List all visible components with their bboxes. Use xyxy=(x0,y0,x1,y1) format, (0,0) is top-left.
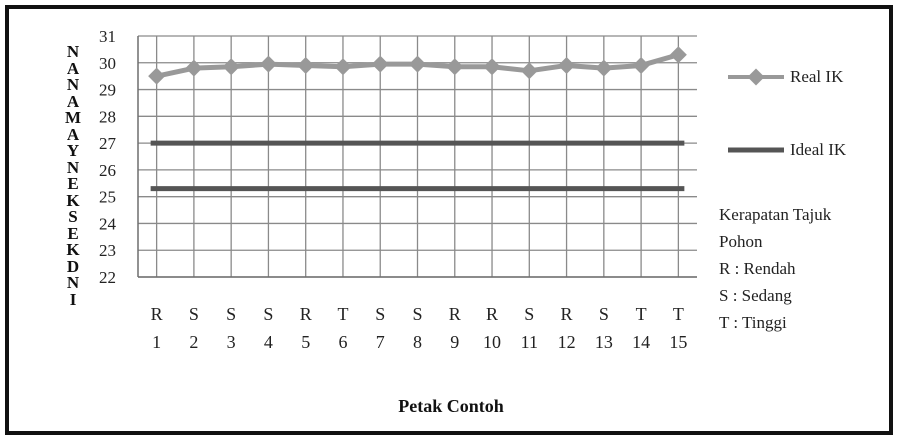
real-ik-point xyxy=(297,57,314,74)
x-tick-class-label: S xyxy=(189,304,199,324)
note-line-1: Kerapatan Tajuk xyxy=(719,201,831,228)
y-tick-label: 22 xyxy=(99,268,116,287)
note-line-2: Pohon xyxy=(719,228,762,255)
y-tick-label: 25 xyxy=(99,188,116,207)
x-tick-class-label: S xyxy=(524,304,534,324)
x-axis-title: Petak Contoh xyxy=(0,396,902,417)
legend-ideal-ik: Ideal IK xyxy=(728,140,846,160)
x-tick-class-label: R xyxy=(561,304,573,324)
x-tick-label: 3 xyxy=(227,332,236,352)
x-tick-label: 13 xyxy=(595,332,613,352)
y-tick-label: 24 xyxy=(99,214,117,233)
real-ik-point xyxy=(558,57,575,74)
x-tick-label: 7 xyxy=(376,332,385,352)
real-ik-point xyxy=(334,58,351,75)
y-axis-title-letter: I xyxy=(62,292,84,309)
x-tick-label: 15 xyxy=(669,332,687,352)
x-tick-class-label: R xyxy=(151,304,163,324)
real-ik-point xyxy=(372,56,389,73)
legend-ideal-ik-label: Ideal IK xyxy=(790,140,846,160)
real-ik-point xyxy=(409,56,426,73)
y-tick-label: 31 xyxy=(99,27,116,46)
note-line-4: S : Sedang xyxy=(719,282,792,309)
x-tick-label: 14 xyxy=(632,332,650,352)
real-ik-point xyxy=(521,62,538,79)
y-tick-label: 29 xyxy=(99,81,116,100)
y-tick-label: 28 xyxy=(99,107,116,126)
x-tick-label: 4 xyxy=(264,332,273,352)
x-tick-class-label: T xyxy=(337,304,348,324)
x-tick-label: 9 xyxy=(450,332,459,352)
x-tick-class-label: S xyxy=(412,304,422,324)
y-tick-label: 30 xyxy=(99,54,116,73)
x-tick-class-label: S xyxy=(599,304,609,324)
x-tick-class-label: T xyxy=(636,304,647,324)
real-ik-point xyxy=(148,68,165,85)
legend-real-ik-swatch xyxy=(728,67,784,87)
legend-ideal-ik-swatch xyxy=(728,140,784,160)
x-tick-class-label: R xyxy=(300,304,312,324)
x-tick-label: 5 xyxy=(301,332,310,352)
x-tick-label: 2 xyxy=(189,332,198,352)
note-line-3: R : Rendah xyxy=(719,255,796,282)
y-tick-label: 23 xyxy=(99,241,116,260)
x-tick-label: 8 xyxy=(413,332,422,352)
x-tick-label: 10 xyxy=(483,332,501,352)
x-tick-class-label: R xyxy=(486,304,498,324)
x-tick-label: 11 xyxy=(521,332,538,352)
real-ik-point xyxy=(223,58,240,75)
legend-real-ik-label: Real IK xyxy=(790,67,843,87)
real-ik-point xyxy=(260,56,277,73)
x-tick-class-label: S xyxy=(226,304,236,324)
x-tick-class-label: T xyxy=(673,304,684,324)
real-ik-point xyxy=(670,46,687,63)
note-line-5: T : Tinggi xyxy=(719,309,787,336)
y-tick-label: 27 xyxy=(99,134,117,153)
y-tick-label: 26 xyxy=(99,161,116,180)
legend-real-ik: Real IK xyxy=(728,67,843,87)
real-ik-point xyxy=(484,58,501,75)
real-ik-point xyxy=(446,58,463,75)
real-ik-point xyxy=(633,57,650,74)
x-tick-class-label: S xyxy=(263,304,273,324)
x-tick-label: 6 xyxy=(338,332,347,352)
x-tick-class-label: R xyxy=(449,304,461,324)
x-tick-label: 1 xyxy=(152,332,161,352)
x-tick-class-label: S xyxy=(375,304,385,324)
x-tick-label: 12 xyxy=(558,332,576,352)
